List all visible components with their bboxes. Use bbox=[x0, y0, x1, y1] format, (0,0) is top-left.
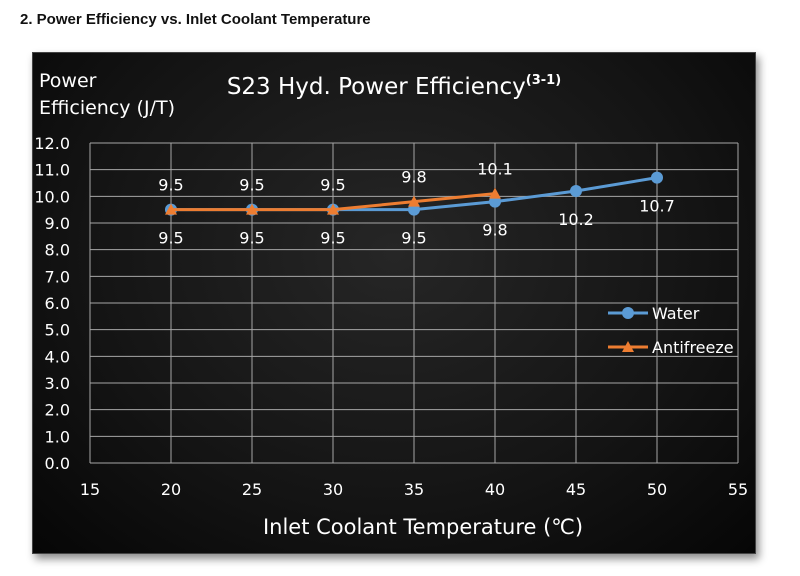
page-heading: 2. Power Efficiency vs. Inlet Coolant Te… bbox=[20, 11, 371, 28]
data-label: 9.5 bbox=[239, 229, 264, 248]
y-tick-label: 3.0 bbox=[45, 374, 70, 393]
data-label: 10.7 bbox=[639, 197, 675, 216]
x-tick-label: 30 bbox=[323, 480, 343, 499]
y-tick-label: 0.0 bbox=[45, 454, 70, 473]
y-tick-label: 11.0 bbox=[34, 161, 70, 180]
data-label: 9.5 bbox=[158, 176, 183, 195]
data-point bbox=[408, 195, 420, 207]
data-label: 9.5 bbox=[320, 229, 345, 248]
legend-label: Antifreeze bbox=[652, 338, 734, 357]
y-tick-label: 7.0 bbox=[45, 267, 70, 286]
data-label: 10.2 bbox=[558, 210, 594, 229]
chart-title-superscript: (3-1) bbox=[526, 73, 561, 88]
y-tick-label: 2.0 bbox=[45, 401, 70, 420]
data-point bbox=[651, 171, 663, 184]
data-point bbox=[489, 187, 501, 199]
x-tick-label: 35 bbox=[404, 480, 424, 499]
data-label: 9.5 bbox=[158, 229, 183, 248]
y-tick-label: 4.0 bbox=[45, 347, 70, 366]
y-axis-label-line1: Power bbox=[39, 70, 97, 92]
data-point bbox=[165, 203, 177, 215]
data-label: 9.8 bbox=[482, 221, 507, 240]
legend: Water Antifreeze bbox=[608, 304, 734, 357]
y-tick-label: 9.0 bbox=[45, 214, 70, 233]
data-label: 9.5 bbox=[401, 229, 426, 248]
x-tick-label: 40 bbox=[485, 480, 505, 499]
series-group: 9.5 9.5 9.5 9.5 9.8 10.2 10.7 9.5 9.5 9.5 9.8 10.1 bbox=[158, 160, 675, 248]
x-tick-label: 25 bbox=[242, 480, 262, 499]
tick-labels: 0.0 1.0 2.0 3.0 4.0 5.0 6.0 7.0 8.0 9.0 10.0 11.0 12… bbox=[34, 134, 748, 499]
y-tick-label: 8.0 bbox=[45, 241, 70, 260]
x-tick-label: 20 bbox=[161, 480, 181, 499]
data-label: 9.5 bbox=[320, 176, 345, 195]
x-axis-label: Inlet Coolant Temperature (℃) bbox=[263, 515, 583, 539]
y-tick-label: 1.0 bbox=[45, 427, 70, 446]
line-chart: Power Efficiency (J/T) S23 Hyd. Power Ef… bbox=[34, 70, 748, 539]
y-tick-label: 10.0 bbox=[34, 187, 70, 206]
data-point bbox=[570, 185, 582, 197]
x-tick-label: 15 bbox=[80, 480, 100, 499]
data-label: 9.8 bbox=[401, 168, 426, 187]
series-antifreeze: 9.5 9.5 9.5 9.8 10.1 bbox=[158, 160, 513, 215]
y-axis-label-line2: Efficiency (J/T) bbox=[39, 97, 175, 119]
y-tick-label: 12.0 bbox=[34, 134, 70, 153]
x-tick-label: 55 bbox=[728, 480, 748, 499]
y-tick-label: 5.0 bbox=[45, 321, 70, 340]
y-tick-label: 6.0 bbox=[45, 294, 70, 313]
data-point bbox=[246, 203, 258, 215]
x-tick-label: 50 bbox=[647, 480, 667, 499]
data-label: 9.5 bbox=[239, 176, 264, 195]
legend-marker bbox=[622, 307, 634, 319]
x-tick-label: 45 bbox=[566, 480, 586, 499]
chart-container: Power Efficiency (J/T) S23 Hyd. Power Ef… bbox=[32, 52, 756, 554]
legend-marker bbox=[622, 341, 634, 352]
chart-title-main: S23 Hyd. Power Efficiency bbox=[227, 74, 526, 100]
chart-title: S23 Hyd. Power Efficiency(3-1) bbox=[227, 73, 561, 100]
gridlines bbox=[89, 142, 739, 464]
data-point bbox=[327, 203, 339, 215]
data-label: 10.1 bbox=[477, 160, 513, 179]
legend-label: Water bbox=[652, 304, 700, 323]
